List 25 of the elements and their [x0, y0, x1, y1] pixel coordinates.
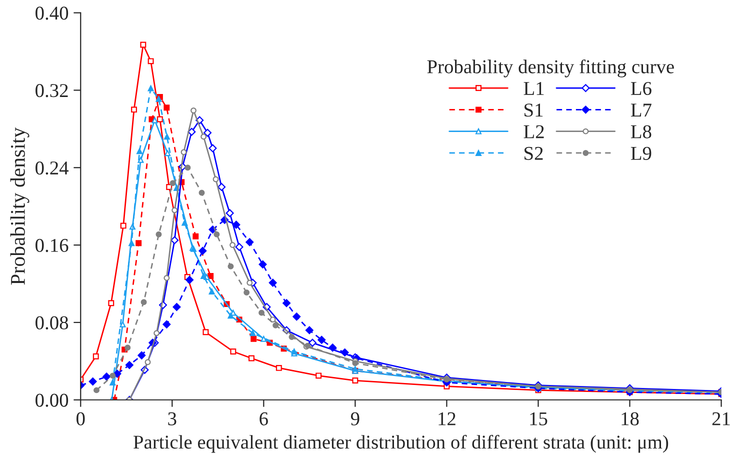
- x-tick-label: 21: [712, 412, 730, 426]
- legend-label: S1: [524, 104, 543, 117]
- legend-label: L2: [524, 125, 544, 138]
- x-axis-title: Particle equivalent diameter distribution of different strata (unit: μm): [134, 434, 668, 453]
- x-tick-label: 18: [622, 412, 639, 426]
- legend-label: L7: [630, 104, 652, 116]
- legend-title: Probability density fitting curve: [427, 59, 674, 78]
- x-tick-label: 3: [168, 412, 176, 426]
- x-tick-label: 6: [260, 412, 268, 426]
- y-axis-title: Probability density: [10, 127, 30, 285]
- y-tick-label: 0.40: [36, 6, 68, 20]
- x-tick-label: 0: [76, 412, 85, 426]
- legend-label: L8: [630, 125, 652, 138]
- y-tick-label: 0.08: [36, 316, 68, 330]
- legend-label: L6: [630, 82, 652, 96]
- legend-label: L9: [630, 146, 652, 160]
- y-tick-label: 0.24: [36, 161, 69, 175]
- y-tick-label: 0.32: [36, 84, 68, 98]
- x-tick-label: 12: [438, 412, 456, 426]
- x-tick-label: 9: [350, 412, 360, 426]
- y-tick-label: 0.00: [36, 394, 68, 407]
- legend-label: L1: [524, 82, 544, 95]
- x-tick-label: 15: [530, 412, 548, 426]
- y-tick-label: 0.16: [36, 238, 68, 252]
- legend-label: S2: [524, 146, 543, 160]
